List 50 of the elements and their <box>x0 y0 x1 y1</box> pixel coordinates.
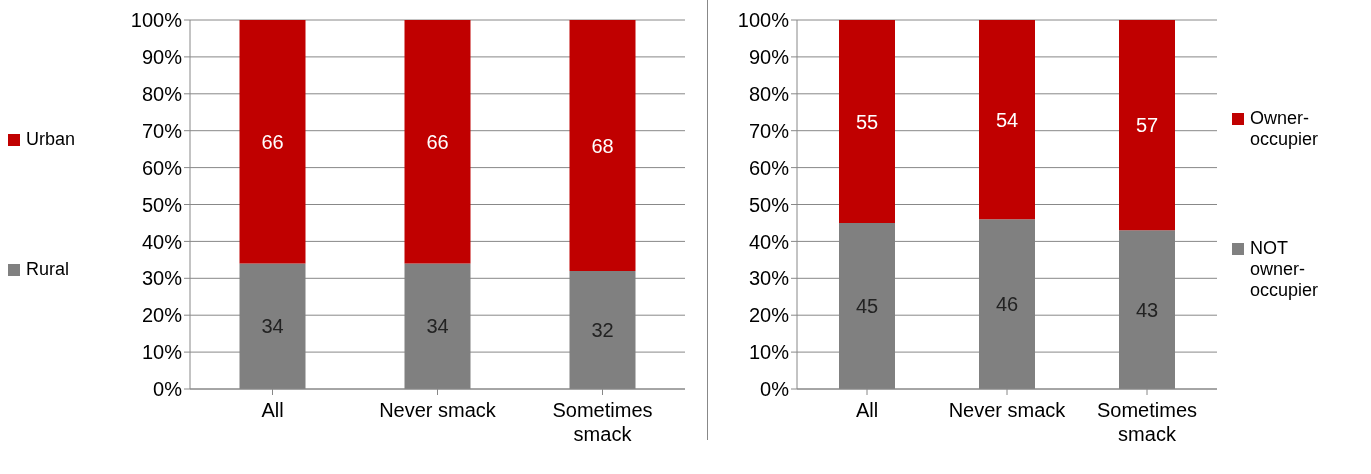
y-tick-label: 60% <box>748 156 790 179</box>
y-tick-label: 100% <box>130 9 183 32</box>
bar <box>239 20 306 264</box>
y-tick-label: 70% <box>141 119 183 142</box>
data-label: 54 <box>995 108 1019 131</box>
y-tick-label: 40% <box>748 230 790 253</box>
y-tick-label: 100% <box>737 9 790 32</box>
y-tick-label: 80% <box>748 82 790 105</box>
bar <box>569 20 636 271</box>
data-label: 55 <box>855 110 879 133</box>
data-label: 34 <box>261 315 284 338</box>
y-tick-label: 80% <box>141 82 183 105</box>
legend-label: Urban <box>26 129 77 150</box>
data-label: 57 <box>1135 114 1159 137</box>
y-tick-label: 10% <box>748 341 790 364</box>
y-tick-label: 60% <box>141 156 183 179</box>
y-tick-label: 30% <box>141 267 183 290</box>
y-tick-label: 20% <box>141 304 183 327</box>
x-tick-label: Never smack <box>379 399 497 421</box>
y-tick-label: 90% <box>748 46 790 68</box>
x-tick-label: Sometimes smack <box>1096 399 1198 445</box>
data-label: 32 <box>591 319 614 342</box>
data-label: 68 <box>591 134 614 157</box>
bar <box>404 20 471 264</box>
x-tick-label: All <box>855 399 879 421</box>
legend-label: NOT owner-occupier <box>1250 238 1320 301</box>
y-tick-label: 20% <box>748 304 790 327</box>
bar <box>1119 20 1175 231</box>
y-tick-label: 90% <box>141 46 183 68</box>
bar <box>839 20 895 223</box>
y-tick-label: 40% <box>141 230 183 253</box>
y-tick-label: 0% <box>153 378 183 401</box>
data-label: 46 <box>995 293 1019 316</box>
data-label: 66 <box>426 130 449 153</box>
data-label: 66 <box>261 130 284 153</box>
x-tick-label: All <box>261 399 284 421</box>
data-label: 34 <box>426 315 449 338</box>
x-tick-label: Sometimes smack <box>552 399 653 445</box>
data-label: 43 <box>1135 298 1159 321</box>
x-tick-label: Never smack <box>948 399 1067 421</box>
data-label: 45 <box>855 295 879 318</box>
y-tick-label: 50% <box>748 193 790 216</box>
y-tick-label: 10% <box>141 341 183 364</box>
y-tick-label: 50% <box>141 193 183 216</box>
y-tick-label: 70% <box>748 119 790 142</box>
y-tick-label: 0% <box>760 378 790 401</box>
legend-label: Owner-occupier <box>1250 108 1320 150</box>
bar <box>979 20 1035 220</box>
legend-label: Rural <box>26 259 70 280</box>
y-tick-label: 30% <box>748 267 790 290</box>
